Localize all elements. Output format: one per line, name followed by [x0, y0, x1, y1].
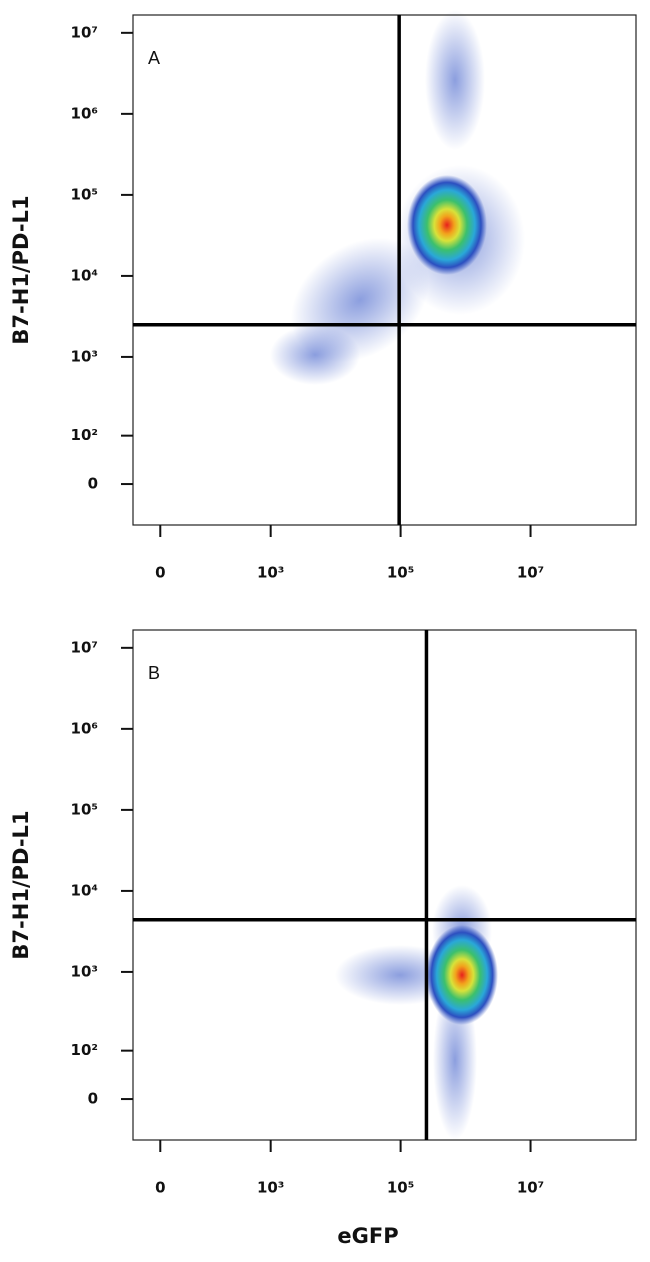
y-tick-label: 10³ — [71, 962, 98, 980]
x-tick-label: 10⁵ — [387, 1179, 414, 1197]
y-tick-label: 10³ — [71, 347, 98, 365]
panel-label: B — [148, 663, 160, 683]
y-tick-label: 10⁶ — [71, 719, 98, 737]
x-tick-label: 0 — [155, 1179, 165, 1197]
y-tick-label: 10⁶ — [71, 104, 98, 122]
y-tick-label: 10⁷ — [71, 638, 98, 656]
density-cloud-b — [335, 885, 498, 1140]
x-tick-label: 10³ — [257, 564, 284, 582]
y-tick-label: 10² — [71, 1041, 98, 1059]
y-axis-title: B7-H1/PD-L1 — [9, 195, 33, 344]
density-cloud-a — [270, 10, 525, 385]
y-tick-label: 10⁴ — [71, 266, 98, 284]
x-axis-title: eGFP — [337, 1224, 398, 1248]
y-tick-label: 0 — [88, 475, 98, 493]
x-tick-label: 10⁵ — [387, 564, 414, 582]
y-tick-label: 10⁷ — [71, 23, 98, 41]
plot-frame — [132, 14, 637, 526]
y-axis-title: B7-H1/PD-L1 — [9, 810, 33, 959]
y-tick-label: 10⁴ — [71, 881, 98, 899]
x-tick-label: 0 — [155, 564, 165, 582]
x-tick-label: 10³ — [257, 1179, 284, 1197]
y-tick-label: 10⁵ — [71, 185, 98, 203]
x-tick-label: 10⁷ — [517, 1179, 544, 1197]
plot-frame — [132, 629, 637, 1141]
x-tick-label: 10⁷ — [517, 564, 544, 582]
y-tick-label: 0 — [88, 1090, 98, 1108]
y-tick-label: 10⁵ — [71, 800, 98, 818]
y-tick-label: 10² — [71, 426, 98, 444]
panel-label: A — [148, 48, 160, 68]
